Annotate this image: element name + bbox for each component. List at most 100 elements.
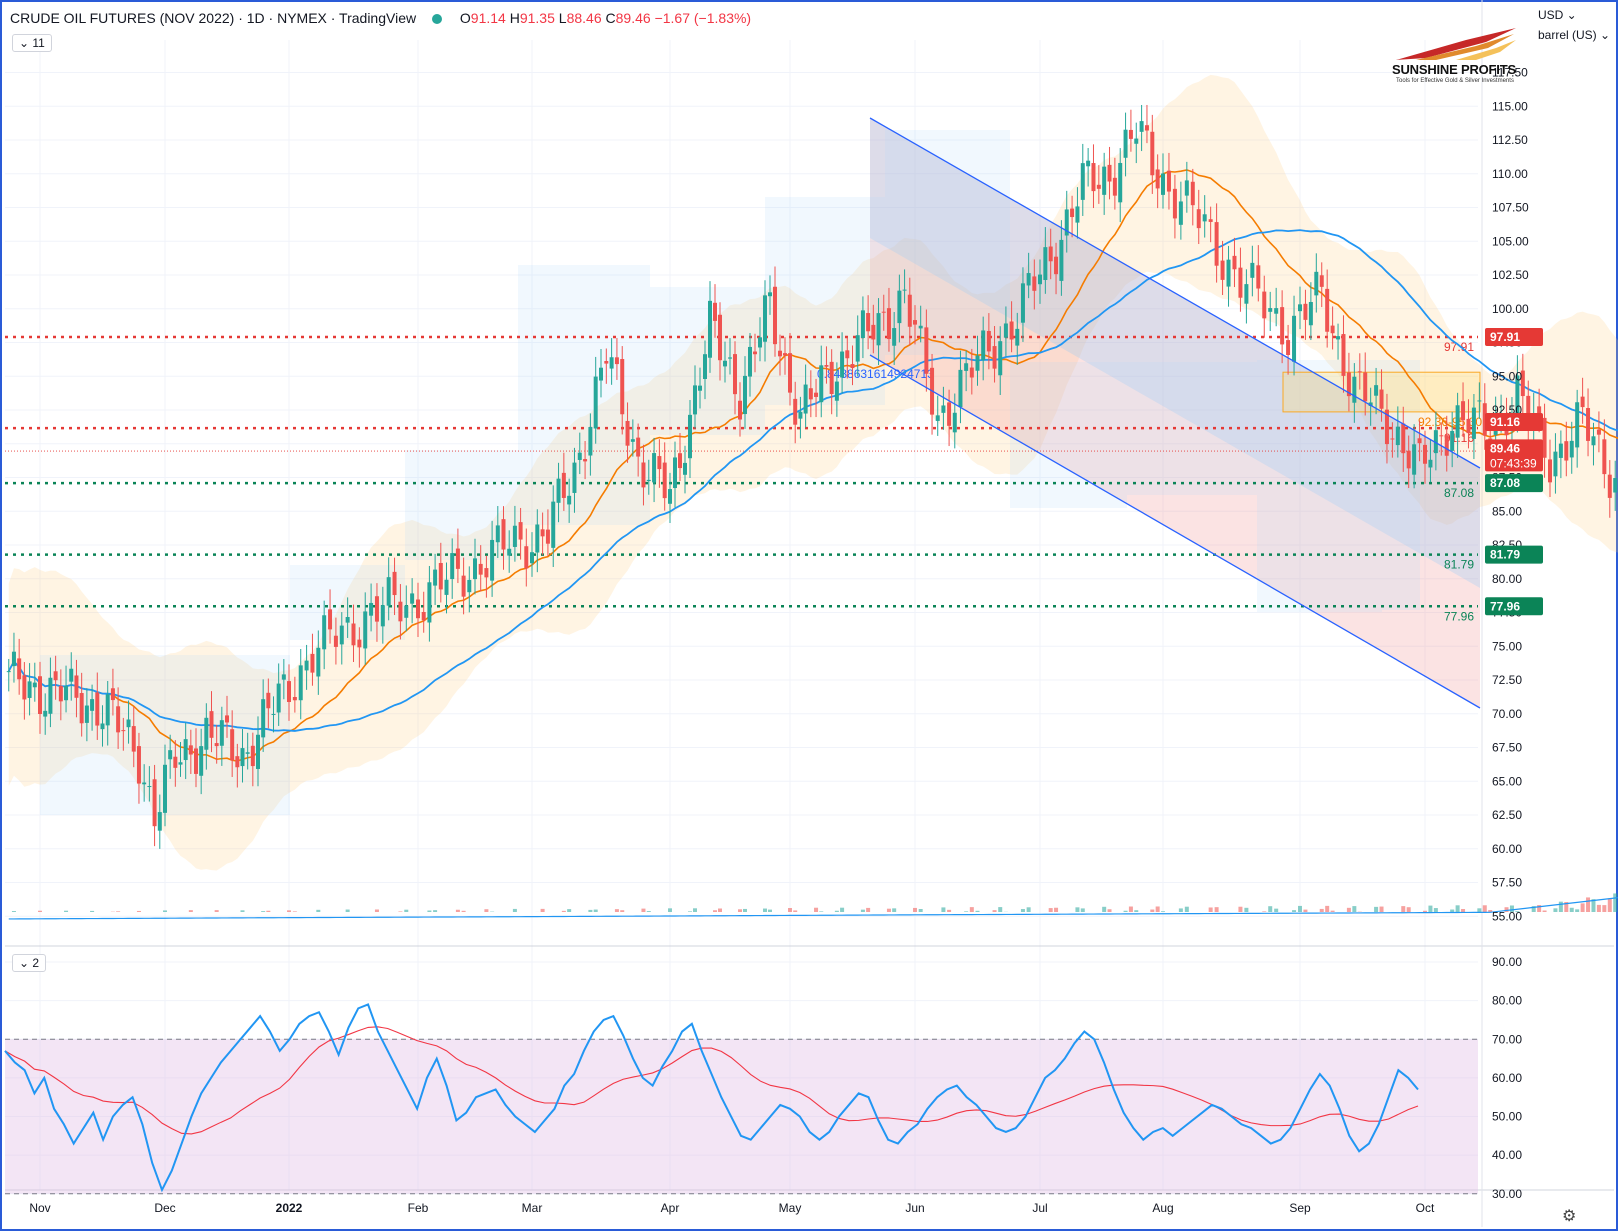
volume-ma-line (8, 897, 1618, 920)
candle-body (1303, 303, 1308, 320)
candle-body (90, 699, 95, 711)
volume-bar (620, 910, 625, 912)
volume-bar (1020, 909, 1025, 912)
logo-tagline: Tools for Effective Gold & Silver Invest… (1396, 78, 1514, 84)
candle-body (298, 665, 303, 701)
candle-body (1064, 209, 1069, 236)
candle-body (947, 402, 952, 426)
candle-body (850, 364, 855, 369)
volume-bar (1379, 906, 1384, 912)
time-tick-label: Aug (1152, 1201, 1173, 1215)
volume-bar (1238, 906, 1243, 912)
candle-body (708, 300, 712, 358)
candle-body (1184, 180, 1189, 196)
candle-body (907, 294, 912, 327)
volume-bar (1319, 908, 1324, 912)
price-tick-label: 107.50 (1492, 201, 1529, 215)
candle-body (860, 310, 865, 339)
volume-bar (1214, 907, 1219, 912)
candle-body (225, 715, 229, 723)
candle-body (427, 582, 432, 623)
candle-body (1537, 406, 1542, 415)
axis-tag-81.79: 81.79 (1490, 548, 1520, 562)
candle-body (250, 745, 255, 767)
candle-body (1575, 402, 1580, 448)
settings-gear-icon[interactable]: ⚙ (1562, 1208, 1577, 1225)
volume-bar (1509, 905, 1514, 912)
time-tick-label: Mar (522, 1201, 543, 1215)
volume-bar (567, 909, 572, 912)
price-tick-label: 100.00 (1492, 302, 1529, 316)
time-tick-label: Nov (29, 1201, 50, 1215)
axes: 117.50 115.00 112.50 110.00 107.50 105.00 102.… (29, 66, 1529, 1216)
volume-bar (1537, 905, 1542, 912)
candle-body (646, 479, 651, 482)
candle-body (902, 289, 907, 291)
volume-bar (292, 911, 297, 912)
candle-body (116, 706, 121, 733)
volume-bar (1244, 907, 1249, 912)
rsi-toggle-button[interactable]: ⌄ 2 (12, 954, 47, 972)
candle-body (95, 692, 100, 726)
indicators-toggle-button[interactable]: ⌄ 11 (12, 34, 52, 52)
unit-selector[interactable]: barrel (US) ⌄ (1538, 28, 1611, 42)
candle-body (871, 324, 876, 340)
volume-bar (1346, 907, 1351, 912)
candle-body (1118, 162, 1123, 203)
candle-body (6, 671, 11, 673)
candle-body (1461, 401, 1466, 421)
volume-bar (947, 909, 952, 912)
volume-histogram (8, 893, 1618, 920)
candle-body (1172, 188, 1177, 219)
volume-bar (1080, 908, 1085, 912)
candle-body (935, 415, 940, 421)
candle-body (1107, 164, 1112, 182)
rsi-ma-line (4, 1026, 1419, 1135)
candle-body (1009, 321, 1014, 340)
candle-body (892, 328, 897, 346)
volume-bar (1274, 908, 1279, 912)
candle-body (1352, 376, 1357, 403)
candle-body (495, 525, 500, 543)
candle-body (1112, 177, 1117, 196)
candle-body (604, 360, 609, 364)
volume-bar (964, 911, 969, 912)
candle-body (1214, 222, 1219, 266)
axis-tag-97.91-bg (1485, 327, 1543, 346)
candle-body (245, 752, 250, 754)
candle-body (1298, 304, 1302, 312)
candle-body (897, 290, 902, 324)
candle-body (924, 327, 929, 374)
volume-bar (163, 910, 167, 912)
volume-bar (1461, 909, 1466, 912)
time-tick-label: 2022 (276, 1201, 303, 1215)
candle-body (728, 357, 732, 359)
candle-body (1059, 239, 1064, 281)
candle-body (507, 548, 512, 556)
volume-bar (266, 910, 271, 912)
channel-fill (870, 118, 1480, 708)
candle-body (941, 405, 946, 413)
volume-bar (1433, 908, 1438, 912)
candle-body (363, 611, 368, 649)
volume-bar (892, 908, 897, 912)
volume-bar (688, 911, 692, 912)
volume-bar (1298, 905, 1302, 912)
volume-bar (1208, 907, 1213, 912)
volume-bar (668, 908, 672, 912)
candle-body (1190, 181, 1195, 206)
currency-selector[interactable]: USD ⌄ (1538, 8, 1577, 22)
volume-bar (188, 910, 193, 912)
candle-body (214, 743, 219, 747)
volume-bar (561, 910, 566, 912)
candle-body (512, 525, 517, 547)
volume-bar (261, 911, 266, 912)
price-tick-label: 85.00 (1492, 504, 1522, 518)
candle-body (641, 462, 646, 488)
symbol-title[interactable]: CRUDE OIL FUTURES (NOV 2022) · 1D · NYME… (10, 10, 417, 26)
volume-bar (834, 910, 839, 912)
volume-bar (1178, 908, 1183, 912)
price-tick-label: 62.50 (1492, 808, 1522, 822)
volume-bar (11, 911, 16, 912)
